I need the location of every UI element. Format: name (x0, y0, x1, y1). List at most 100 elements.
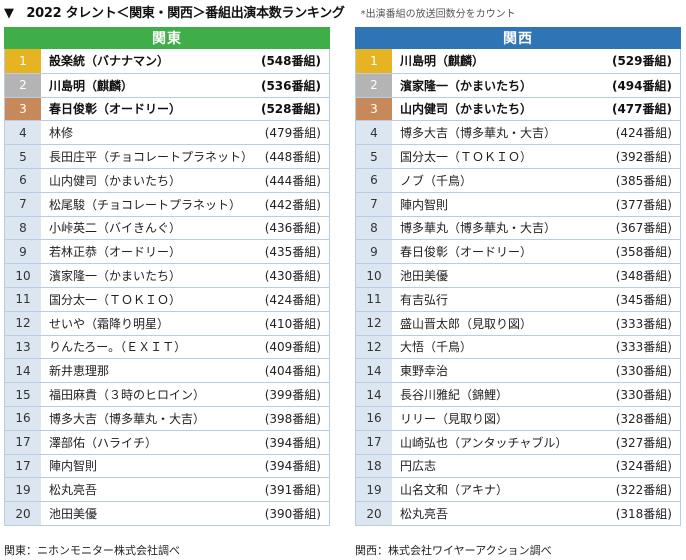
program-count: (442番組) (264, 197, 321, 212)
kanto-source-note: 関東：ニホンモニター株式会社調べ (4, 544, 180, 557)
talent-name: 春日俊彰（オードリー） (400, 245, 533, 260)
ranking-row: 8 博多華丸（博多華丸・大吉） (367番組) (356, 215, 680, 240)
talent-name: 池田美優 (49, 507, 98, 522)
program-count: (367番組) (615, 221, 672, 236)
ranking-row: 12 大悟（千鳥） (333番組) (356, 334, 680, 359)
rank-number: 4 (5, 121, 41, 145)
rank-number: 2 (356, 73, 392, 97)
ranking-row: 19 松丸亮吾 (391番組) (5, 477, 329, 502)
program-count: (424番組) (264, 292, 321, 307)
talent-name: 陣内智則 (49, 459, 98, 474)
talent-name: 松丸亮吾 (400, 507, 449, 522)
kansai-source-note: 関西：株式会社ワイヤーアクション調べ (355, 544, 552, 557)
ranking-row: 5 長田庄平（チョコレートプラネット） (448番組) (5, 144, 329, 168)
rank-number: 7 (356, 192, 392, 216)
program-count: (318番組) (615, 507, 672, 522)
program-count: (404番組) (264, 364, 321, 379)
ranking-row: 3 春日俊彰（オードリー） (528番組) (5, 96, 329, 121)
rank-number: 3 (5, 97, 41, 121)
program-count: (377番組) (615, 197, 672, 212)
talent-name: 大悟（千鳥） (400, 340, 473, 355)
talent-name: 博多華丸（博多華丸・大吉） (400, 221, 557, 236)
program-count: (435番組) (264, 245, 321, 260)
ranking-row: 2 川島明（麒麟） (536番組) (5, 72, 329, 97)
ranking-row: 2 濱家隆一（かまいたち） (494番組) (356, 72, 680, 97)
program-count: (392番組) (615, 150, 672, 165)
talent-name: 長谷川雅紀（錦鯉） (400, 388, 509, 403)
rank-number: 5 (5, 145, 41, 168)
program-count: (529番組) (611, 54, 672, 69)
ranking-row: 10 濱家隆一（かまいたち） (430番組) (5, 263, 329, 287)
talent-name: 川島明（麒麟） (49, 78, 134, 93)
ranking-row: 15 福田麻貴（３時のヒロイン） (399番組) (5, 382, 329, 406)
rank-number: 10 (5, 264, 41, 287)
rank-number: 9 (356, 240, 392, 264)
ranking-row: 7 松尾駿（チョコレートプラネット） (442番組) (5, 191, 329, 216)
ranking-row: 6 山内健司（かまいたち） (444番組) (5, 167, 329, 192)
ranking-row: 18 円広志 (324番組) (356, 453, 680, 478)
program-count: (327番組) (615, 435, 672, 450)
ranking-row: 14 東野幸治 (330番組) (356, 358, 680, 383)
ranking-row: 14 新井恵理那 (404番組) (5, 358, 329, 383)
count-note: *出演番組の放送回数分をカウント (360, 9, 516, 20)
talent-name: 松丸亮吾 (49, 483, 98, 498)
page-title: ▼ 2022 タレント＜関東・関西＞番組出演本数ランキング (4, 6, 345, 21)
program-count: (398番組) (264, 411, 321, 426)
talent-name: 福田麻貴（３時のヒロイン） (49, 388, 206, 403)
talent-name: リリー（見取り図） (400, 411, 509, 426)
rank-number: 12 (356, 311, 392, 335)
program-count: (328番組) (615, 411, 672, 426)
talent-name: 松尾駿（チョコレートプラネット） (49, 197, 242, 212)
rank-number: 20 (356, 502, 392, 525)
ranking-row: 3 山内健司（かまいたち） (477番組) (356, 96, 680, 121)
ranking-row: 7 陣内智則 (377番組) (356, 191, 680, 216)
ranking-row: 16 リリー（見取り図） (328番組) (356, 405, 680, 430)
ranking-row: 8 小峠英二（バイきんぐ） (436番組) (5, 215, 329, 240)
ranking-row: 9 若林正恭（オードリー） (435番組) (5, 239, 329, 264)
talent-name: 若林正恭（オードリー） (49, 245, 182, 260)
rank-number: 6 (356, 168, 392, 192)
rank-number: 3 (356, 97, 392, 121)
program-count: (410番組) (264, 316, 321, 331)
kanto-region-header: 関東 (4, 27, 330, 49)
program-count: (345番組) (615, 292, 672, 307)
rank-number: 4 (356, 121, 392, 145)
ranking-row: 4 林修 (479番組) (5, 120, 329, 145)
program-count: (394番組) (264, 435, 321, 450)
rank-number: 11 (5, 287, 41, 311)
kansai-panel: 関西 1 川島明（麒麟） (529番組) 2 濱家隆一（かまいたち） (494番組) 3 山内… (355, 27, 681, 526)
rank-number: 6 (5, 168, 41, 192)
ranking-row: 12 せいや（霜降り明星） (410番組) (5, 310, 329, 335)
talent-name: 東野幸治 (400, 364, 449, 379)
program-count: (436番組) (264, 221, 321, 236)
program-count: (330番組) (615, 364, 672, 379)
program-count: (528番組) (260, 102, 321, 117)
talent-name: 長田庄平（チョコレートプラネット） (49, 150, 249, 165)
rank-number: 14 (356, 383, 392, 406)
talent-name: 新井恵理那 (49, 364, 110, 379)
ranking-row: 17 陣内智則 (394番組) (5, 453, 329, 478)
talent-name: 博多大吉（博多華丸・大吉） (400, 126, 557, 141)
program-count: (391番組) (264, 483, 321, 498)
talent-name: りんたろー。（ＥＸＩＴ） (49, 340, 187, 355)
talent-name: 円広志 (400, 459, 437, 474)
program-count: (322番組) (615, 483, 672, 498)
talent-name: 川島明（麒麟） (400, 54, 485, 69)
ranking-row: 10 池田美優 (348番組) (356, 263, 680, 287)
rank-number: 7 (5, 192, 41, 216)
ranking-row: 17 澤部佑（ハライチ） (394番組) (5, 429, 329, 454)
ranking-row: 12 盛山晋太郎（見取り図） (333番組) (356, 310, 680, 335)
rank-number: 18 (356, 454, 392, 478)
program-count: (324番組) (615, 459, 672, 474)
program-count: (548番組) (260, 54, 321, 69)
rank-number: 8 (5, 216, 41, 240)
rank-number: 11 (356, 287, 392, 311)
rank-number: 1 (5, 49, 41, 73)
ranking-row: 6 ノブ（千鳥） (385番組) (356, 167, 680, 192)
ranking-row: 11 国分太一（ＴＯＫＩＯ） (424番組) (5, 286, 329, 311)
rank-number: 12 (5, 311, 41, 335)
program-count: (494番組) (611, 78, 672, 93)
talent-name: 池田美優 (400, 269, 449, 284)
ranking-row: 9 春日俊彰（オードリー） (358番組) (356, 239, 680, 264)
program-count: (385番組) (615, 173, 672, 188)
